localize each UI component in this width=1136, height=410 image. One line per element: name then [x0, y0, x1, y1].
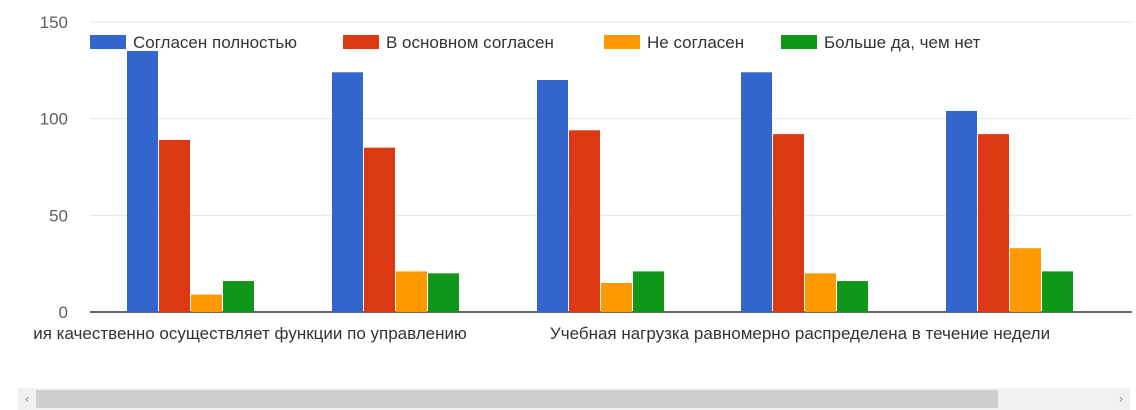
bar[interactable]: [396, 271, 427, 312]
bar[interactable]: [978, 134, 1009, 312]
legend: Согласен полностью В основном согласен Не …: [90, 33, 981, 52]
bar[interactable]: [946, 110, 977, 312]
bars: [127, 51, 1073, 313]
bar[interactable]: [332, 72, 363, 313]
bar[interactable]: [569, 130, 600, 312]
bar[interactable]: [773, 134, 804, 312]
legend-swatch: [604, 35, 640, 49]
bar[interactable]: [428, 273, 459, 312]
x-category-label: Учебная нагрузка равномерно распределена…: [550, 324, 1050, 343]
bar[interactable]: [601, 283, 632, 312]
legend-label: Больше да, чем нет: [824, 33, 981, 52]
bar[interactable]: [741, 72, 772, 313]
horizontal-scrollbar[interactable]: ‹ ›: [18, 388, 1130, 410]
bar[interactable]: [127, 51, 158, 312]
legend-label: В основном согласен: [386, 33, 554, 52]
bar[interactable]: [1042, 271, 1073, 312]
legend-label: Не согласен: [647, 33, 744, 52]
bar-chart: 0 50 100 150 ия качественно осуществляет фу…: [33, 13, 1132, 343]
legend-swatch: [781, 35, 817, 49]
bar[interactable]: [837, 281, 868, 312]
bar[interactable]: [223, 281, 254, 312]
x-category-label: ия качественно осуществляет функции по у…: [33, 324, 467, 343]
bar[interactable]: [364, 147, 395, 312]
x-axis-labels: ия качественно осуществляет функции по у…: [33, 324, 1050, 343]
scroll-right-arrow-icon[interactable]: ›: [1118, 392, 1124, 406]
y-tick-label: 0: [59, 303, 68, 322]
bar[interactable]: [537, 80, 568, 312]
y-tick-label: 50: [49, 206, 68, 225]
scrollbar-thumb[interactable]: [36, 390, 998, 408]
y-tick-label: 150: [40, 13, 68, 32]
y-axis-ticks: 0 50 100 150: [40, 13, 68, 322]
legend-swatch: [343, 35, 379, 49]
bar[interactable]: [191, 294, 222, 312]
bar[interactable]: [1010, 248, 1041, 312]
legend-label: Согласен полностью: [133, 33, 297, 52]
bar[interactable]: [633, 271, 664, 312]
scroll-left-arrow-icon[interactable]: ‹: [24, 392, 30, 406]
bar[interactable]: [159, 139, 190, 312]
bar[interactable]: [805, 273, 836, 312]
y-tick-label: 100: [40, 110, 68, 129]
legend-swatch: [90, 35, 126, 49]
